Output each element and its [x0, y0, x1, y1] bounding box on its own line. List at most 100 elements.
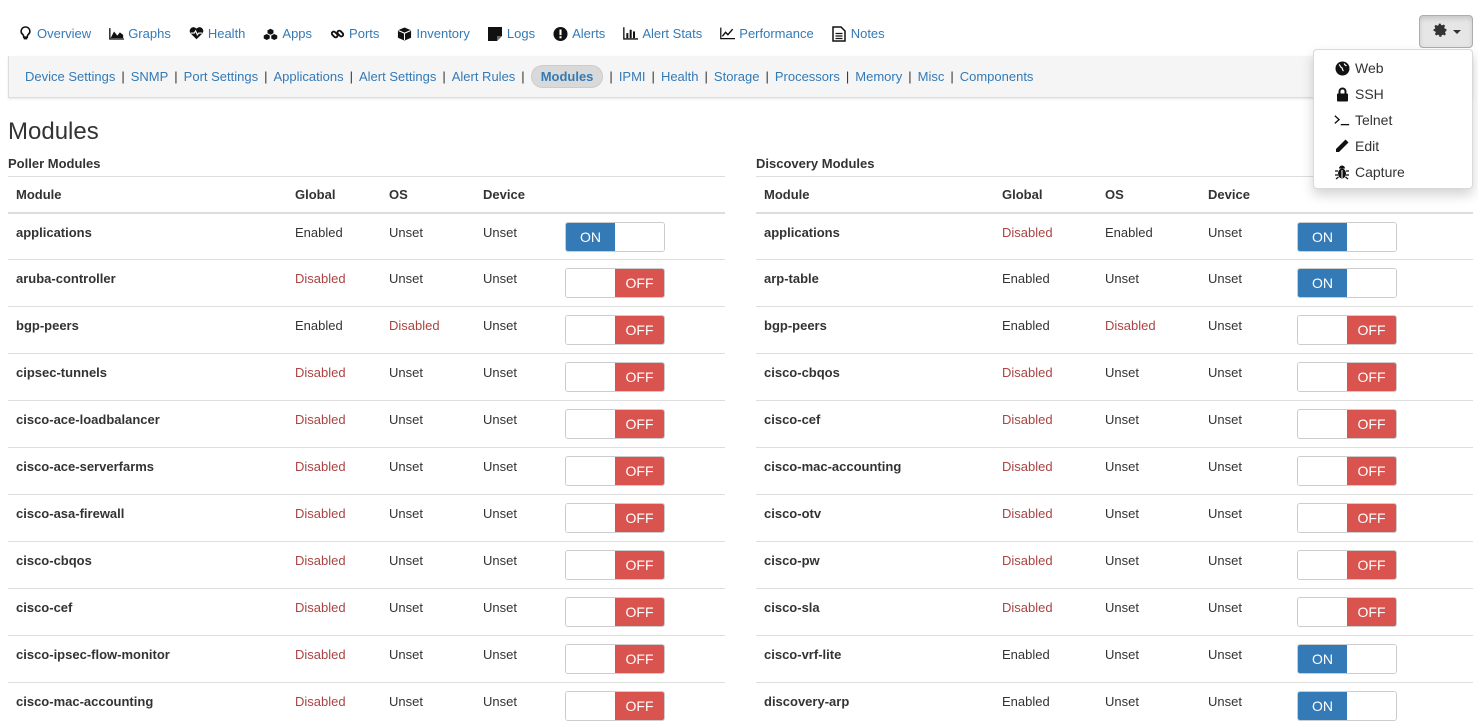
subnav-snmp[interactable]: SNMP [130, 69, 169, 84]
module-toggle-switch[interactable]: OFF [1297, 550, 1397, 580]
nav-ports[interactable]: Ports [330, 26, 379, 41]
column-header-device: Device [475, 176, 557, 214]
nav-health[interactable]: Health [189, 26, 246, 41]
cell-module: discovery-arp [756, 682, 994, 727]
nav-alerts[interactable]: Alerts [553, 26, 605, 41]
toggle-handle [566, 410, 615, 438]
nav-overview[interactable]: Overview [18, 26, 91, 41]
subnav-separator: | [609, 69, 613, 84]
cell-device: Unset [1200, 212, 1289, 260]
cell-os: Unset [1097, 541, 1200, 589]
module-toggle-switch[interactable]: ON [1297, 691, 1397, 721]
subnav-separator: | [845, 69, 850, 84]
module-toggle-switch[interactable]: OFF [565, 456, 665, 486]
subnav-device-settings[interactable]: Device Settings [25, 69, 116, 84]
cell-device: Unset [475, 447, 557, 495]
subnav-memory[interactable]: Memory [855, 69, 903, 84]
nav-graphs[interactable]: Graphs [109, 26, 171, 41]
cell-global: Disabled [287, 682, 381, 727]
module-toggle-switch[interactable]: OFF [1297, 315, 1397, 345]
module-toggle-switch[interactable]: OFF [1297, 456, 1397, 486]
toggle-handle [1298, 410, 1347, 438]
module-toggle-switch[interactable]: OFF [1297, 362, 1397, 392]
cell-global: Disabled [994, 494, 1097, 542]
discovery-modules-table: Module Global OS Device applications Disable… [756, 176, 1473, 727]
module-toggle-switch[interactable]: OFF [1297, 503, 1397, 533]
cell-global: Enabled [994, 682, 1097, 727]
menu-item-ssh[interactable]: SSH [1314, 81, 1472, 107]
module-toggle-switch[interactable]: ON [1297, 268, 1397, 298]
nav-label: Health [207, 26, 246, 41]
module-toggle-switch[interactable]: OFF [1297, 409, 1397, 439]
module-toggle-switch[interactable]: OFF [565, 644, 665, 674]
menu-item-telnet[interactable]: Telnet [1314, 107, 1472, 133]
cell-global: Disabled [994, 541, 1097, 589]
table-row: arp-table Enabled Unset Unset ON [756, 259, 1473, 307]
nav-items: Overview Graphs Health Apps Ports Inventory Lo… [18, 25, 903, 42]
module-toggle-switch[interactable]: OFF [565, 597, 665, 627]
cell-device: Unset [475, 400, 557, 448]
table-row: cipsec-tunnels Disabled Unset Unset OFF [8, 353, 725, 401]
module-toggle-switch[interactable]: OFF [565, 550, 665, 580]
toggle-handle [566, 598, 615, 626]
table-row: cisco-ace-serverfarms Disabled Unset Unset O… [8, 447, 725, 495]
menu-item-capture[interactable]: Capture [1314, 159, 1472, 185]
module-toggle-switch[interactable]: ON [1297, 644, 1397, 674]
toggle-on-label: ON [1298, 645, 1347, 673]
cell-module: cisco-cbqos [756, 353, 994, 401]
module-toggle-switch[interactable]: OFF [565, 409, 665, 439]
cell-device: Unset [475, 494, 557, 542]
subnav-port-settings[interactable]: Port Settings [183, 69, 259, 84]
menu-item-web[interactable]: Web [1314, 55, 1472, 81]
module-toggle-switch[interactable]: ON [1297, 221, 1397, 252]
module-toggle-switch[interactable]: OFF [565, 362, 665, 392]
nav-apps[interactable]: Apps [263, 26, 312, 41]
nav-performance[interactable]: Performance [720, 26, 814, 41]
subnav-misc[interactable]: Misc [917, 69, 945, 84]
cell-global: Disabled [287, 494, 381, 542]
subnav-health[interactable]: Health [660, 69, 699, 84]
nav-inventory[interactable]: Inventory [397, 26, 470, 41]
subnav-components[interactable]: Components [959, 69, 1034, 84]
cell-module: bgp-peers [756, 306, 994, 354]
toggle-handle [1298, 551, 1347, 579]
subnav-applications[interactable]: Applications [273, 69, 344, 84]
bug-icon [1334, 164, 1350, 180]
subnav-alert-rules[interactable]: Alert Rules [451, 69, 516, 84]
module-toggle-switch[interactable]: OFF [565, 691, 665, 721]
cell-global: Enabled [287, 306, 381, 354]
subnav-ipmi[interactable]: IPMI [618, 69, 646, 84]
menu-item-label: Telnet [1355, 112, 1393, 128]
table-row: cisco-vrf-lite Enabled Unset Unset ON [756, 635, 1473, 683]
menu-item-label: Edit [1355, 138, 1380, 154]
subnav-modules[interactable]: Modules [530, 65, 604, 88]
cell-os: Unset [381, 353, 475, 401]
toggle-off-label: OFF [1347, 457, 1396, 485]
subnav-separator: | [950, 69, 954, 84]
table-row: cisco-mac-accounting Disabled Unset Unset OF… [8, 682, 725, 727]
module-toggle-switch[interactable]: OFF [1297, 597, 1397, 627]
nav-label: Performance [739, 26, 814, 41]
nav-alert-stats[interactable]: Alert Stats [623, 26, 702, 41]
cell-toggle: ON [1289, 635, 1473, 683]
nav-notes[interactable]: Notes [832, 25, 885, 42]
toggle-on-label: ON [566, 222, 615, 251]
subnav-alert-settings[interactable]: Alert Settings [359, 69, 437, 84]
cell-global: Disabled [287, 635, 381, 683]
subnav-separator: | [442, 69, 446, 84]
settings-dropdown-button[interactable] [1419, 15, 1473, 48]
toggle-off-label: OFF [1347, 598, 1396, 626]
toggle-off-label: OFF [615, 692, 664, 720]
module-toggle-switch[interactable]: ON [565, 221, 665, 252]
module-toggle-switch[interactable]: OFF [565, 268, 665, 298]
menu-item-edit[interactable]: Edit [1314, 133, 1472, 159]
cell-os: Unset [381, 494, 475, 542]
subnav-storage[interactable]: Storage [713, 69, 760, 84]
column-header-module: Module [756, 176, 994, 214]
module-toggle-switch[interactable]: OFF [565, 315, 665, 345]
toggle-off-label: OFF [1347, 316, 1396, 344]
cell-device: Unset [475, 635, 557, 683]
module-toggle-switch[interactable]: OFF [565, 503, 665, 533]
subnav-processors[interactable]: Processors [774, 69, 840, 84]
nav-logs[interactable]: Logs [488, 26, 535, 41]
